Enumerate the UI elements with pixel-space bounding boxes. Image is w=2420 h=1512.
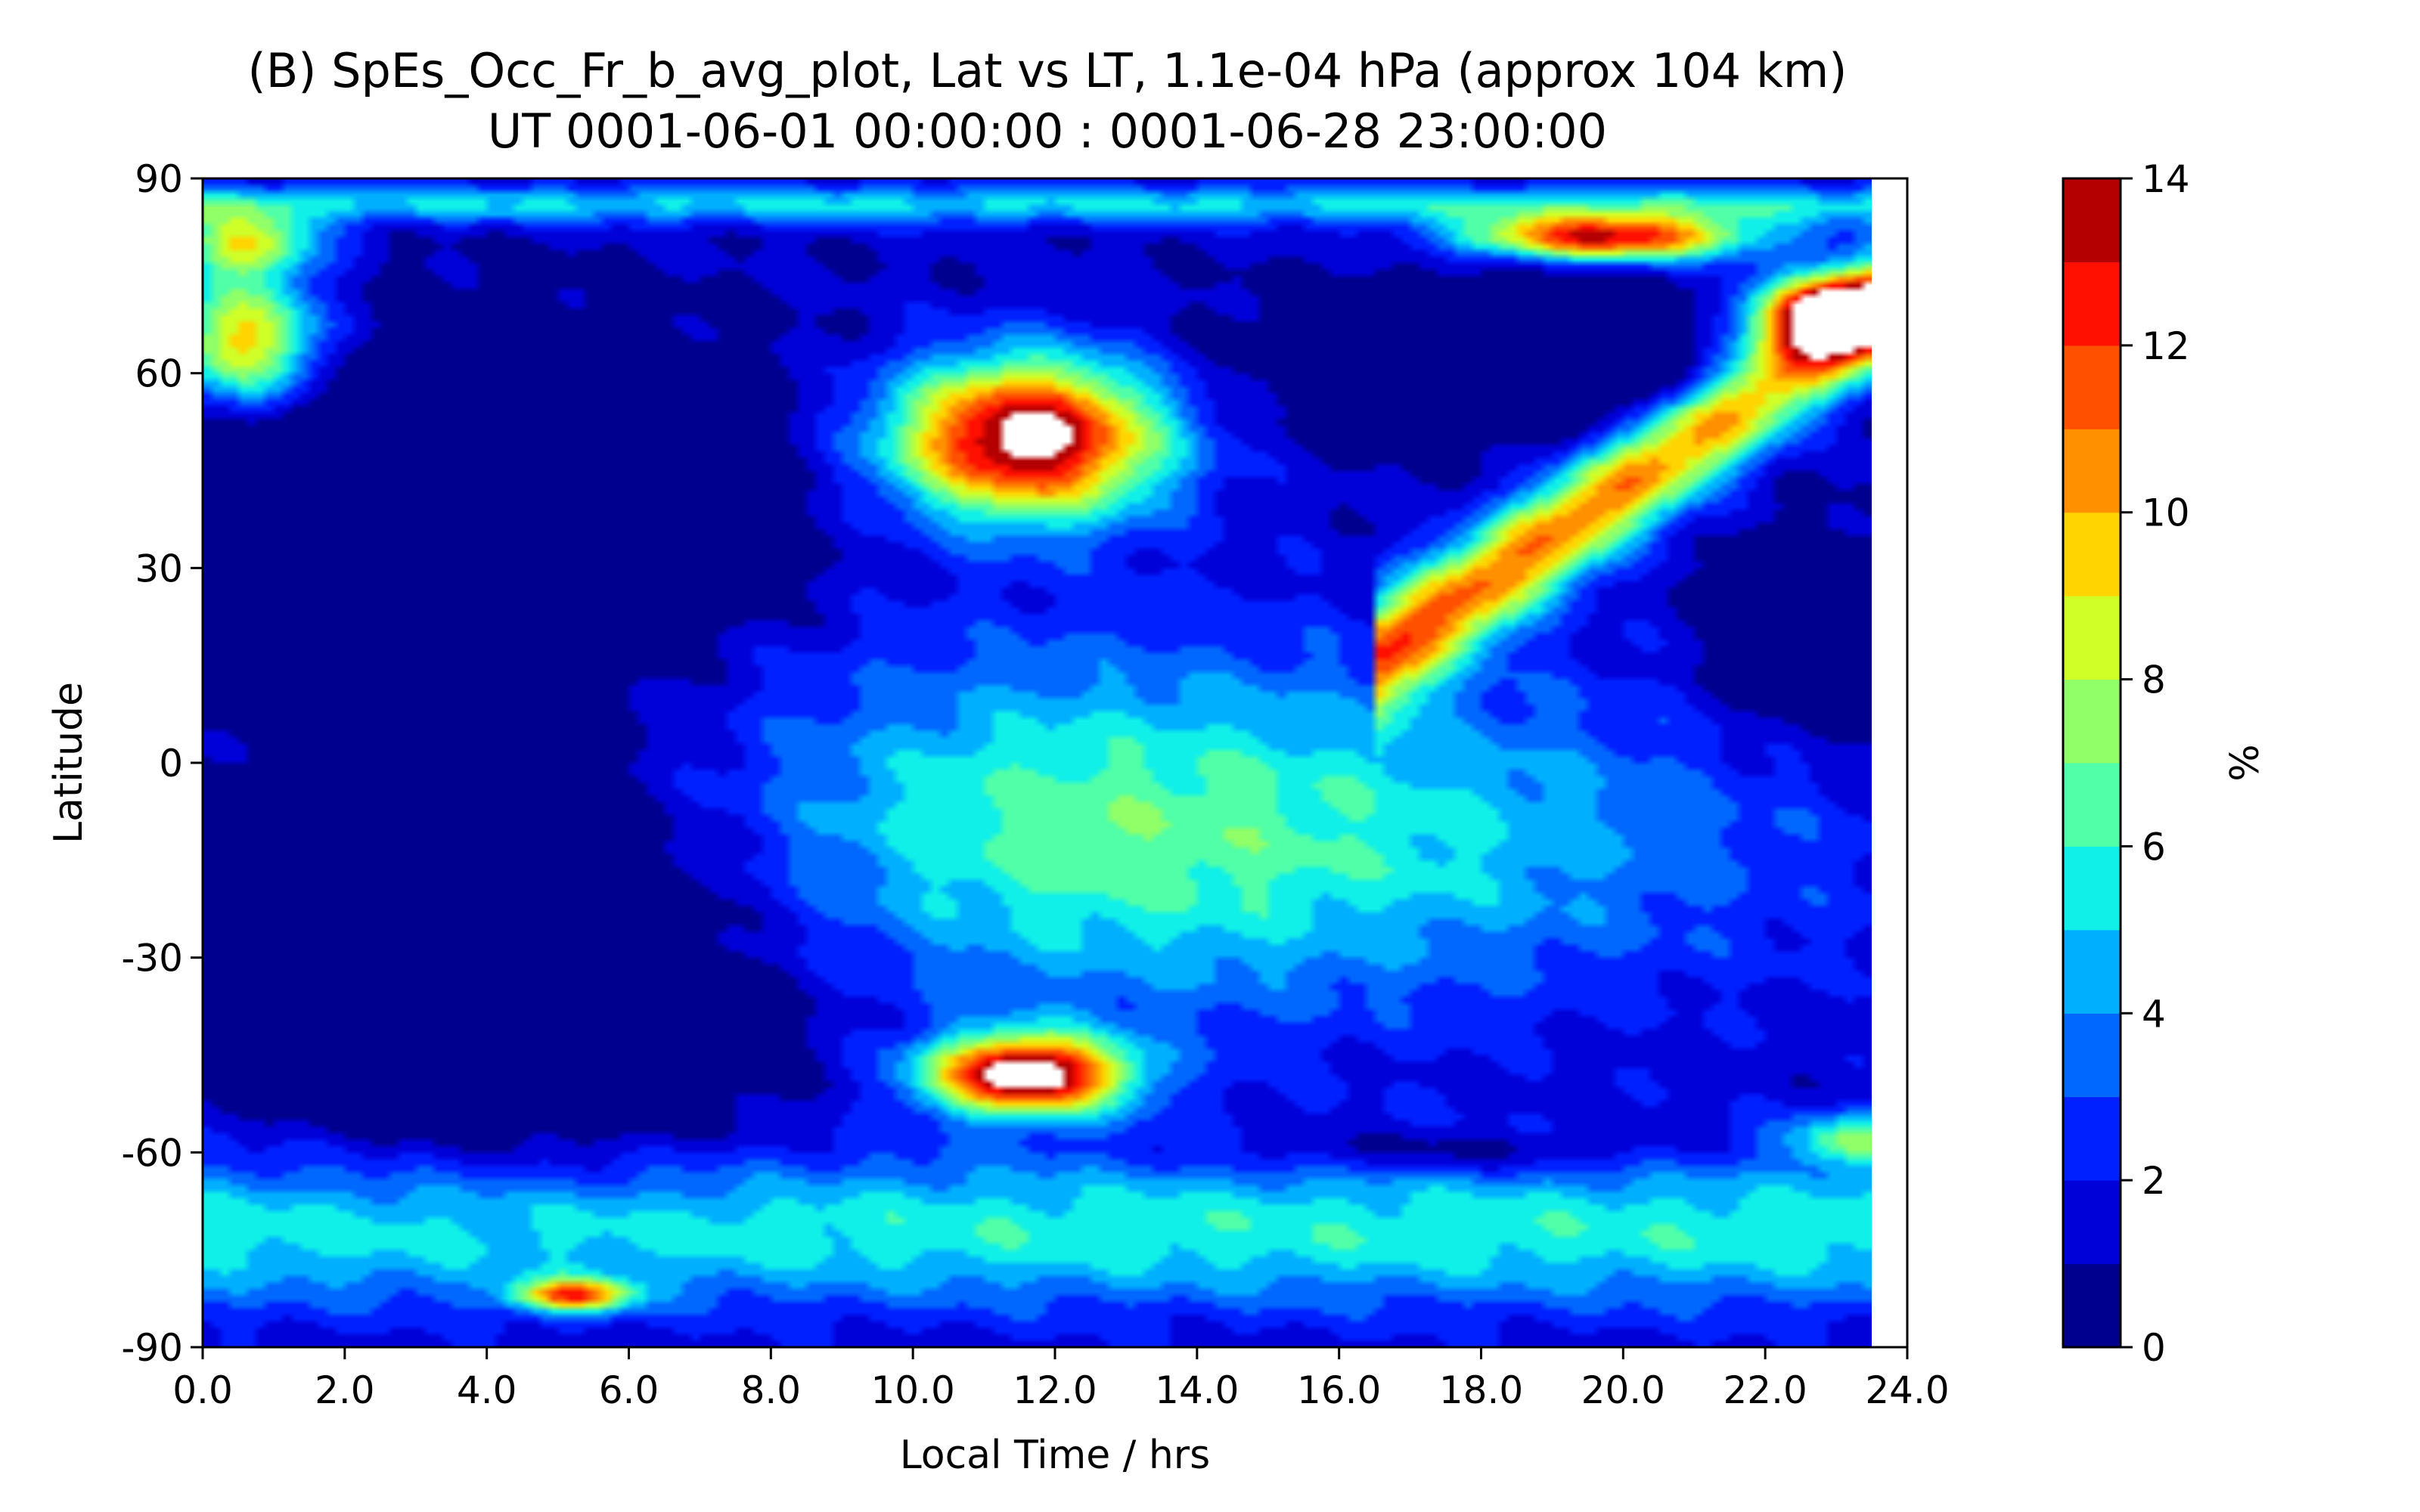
colorbar-tick-label: 2 (2142, 1159, 2166, 1203)
colorbar-swatch (2063, 846, 2121, 931)
colorbar-swatch (2063, 679, 2121, 764)
chart-subtitle: UT 0001-06-01 00:00:00 : 0001-06-28 23:0… (488, 104, 1607, 159)
x-tick-label: 22.0 (1723, 1368, 1807, 1412)
y-tick-label: 90 (135, 157, 183, 201)
colorbar-swatch (2063, 1263, 2121, 1348)
colorbar-swatches (2063, 178, 2121, 1348)
y-tick-label: 60 (135, 352, 183, 396)
y-axis: 90 60 30 0 -30 -60 -90 (121, 157, 203, 1370)
colorbar-swatch (2063, 262, 2121, 346)
x-tick-label: 18.0 (1439, 1368, 1523, 1412)
colorbar-swatch (2063, 1013, 2121, 1098)
x-tick-label: 24.0 (1865, 1368, 1949, 1412)
y-tick-label: -30 (121, 937, 183, 981)
colorbar-tick-label: 12 (2142, 324, 2190, 368)
x-tick-label: 14.0 (1155, 1368, 1239, 1412)
colorbar-tick-label: 4 (2142, 992, 2166, 1036)
x-tick-label: 12.0 (1013, 1368, 1097, 1412)
colorbar-frame (2062, 177, 2122, 1349)
colorbar-swatch (2063, 1096, 2121, 1181)
x-tick-label: 10.0 (871, 1368, 955, 1412)
colorbar-tick-label: 6 (2142, 825, 2166, 869)
colorbar-tick-label: 14 (2142, 157, 2190, 201)
colorbar-swatch (2063, 178, 2121, 262)
y-tick-label: 30 (135, 547, 183, 590)
colorbar-swatch (2063, 929, 2121, 1014)
colorbar-ticks: 0 2 4 6 8 10 12 14 (2121, 157, 2190, 1370)
colorbar-swatch (2063, 345, 2121, 429)
colorbar-swatch (2063, 512, 2121, 596)
x-tick-label: 8.0 (741, 1368, 802, 1412)
x-axis-label: Local Time / hrs (900, 1433, 1211, 1478)
colorbar-swatch (2063, 429, 2121, 513)
colorbar-swatch (2063, 763, 2121, 847)
x-tick-label: 4.0 (457, 1368, 517, 1412)
x-axis: 0.0 2.0 4.0 6.0 8.0 10.0 12.0 14.0 16.0 18.0 20.0 2… (172, 1347, 1950, 1412)
colorbar-tick-label: 10 (2142, 491, 2190, 535)
y-tick-label: -90 (121, 1326, 183, 1370)
heatmap-field (203, 178, 1872, 1347)
y-tick-label: 0 (159, 742, 183, 785)
colorbar-swatch (2063, 1180, 2121, 1265)
heatmap-plot-area (201, 177, 1909, 1349)
x-tick-label: 16.0 (1297, 1368, 1381, 1412)
chart-title: (B) SpEs_Occ_Fr_b_avg_plot, Lat vs LT, 1… (248, 43, 1848, 98)
colorbar-tick-label: 0 (2142, 1326, 2166, 1370)
x-tick-label: 2.0 (315, 1368, 375, 1412)
y-axis-label: Latitude (46, 682, 92, 844)
colorbar-swatch (2063, 596, 2121, 680)
x-tick-label: 6.0 (599, 1368, 659, 1412)
colorbar-label: % (2223, 744, 2268, 781)
x-tick-label: 20.0 (1581, 1368, 1665, 1412)
colorbar-tick-label: 8 (2142, 658, 2166, 702)
y-tick-label: -60 (121, 1131, 183, 1175)
colorbar: 0 2 4 6 8 10 12 14 % (2062, 157, 2268, 1370)
x-tick-label: 0.0 (172, 1368, 233, 1412)
